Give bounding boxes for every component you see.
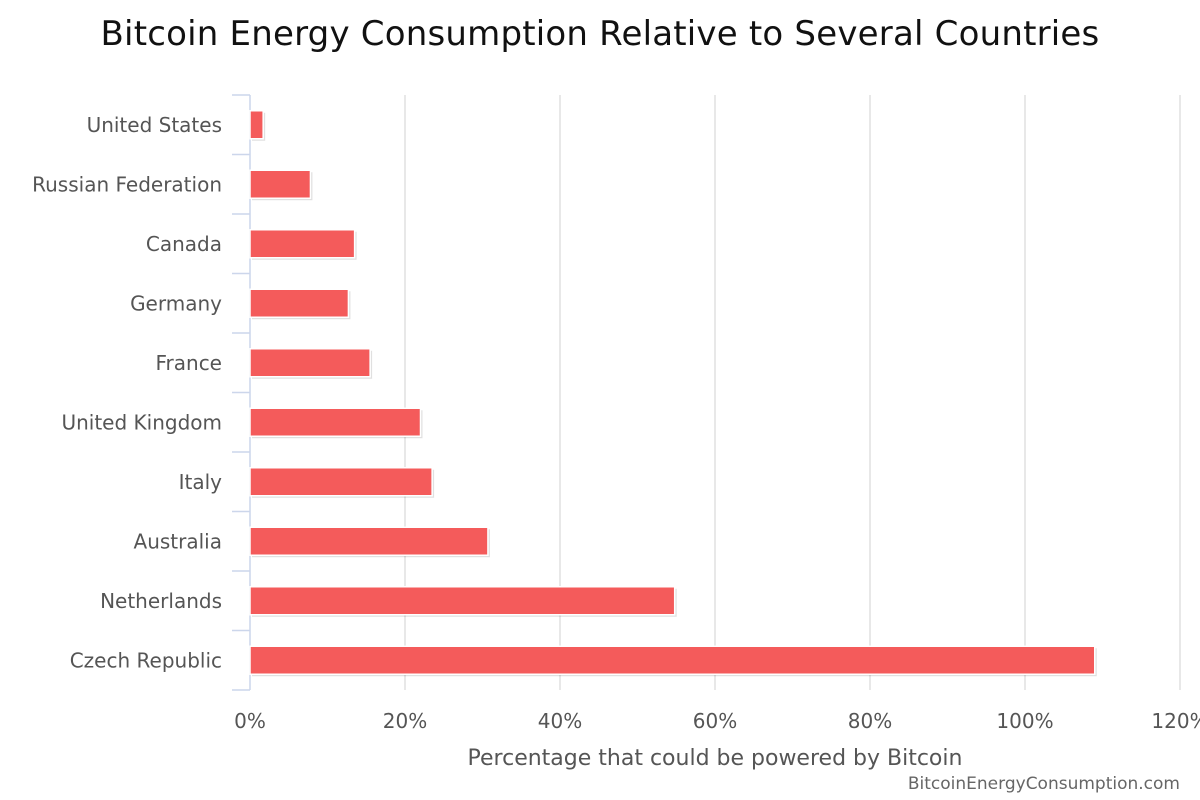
x-tick-label: 40% [538,709,582,733]
bar[interactable] [249,348,371,378]
chart-title: Bitcoin Energy Consumption Relative to S… [100,14,1100,54]
x-tick-label: 80% [848,709,892,733]
bar[interactable] [249,467,433,497]
category-label: Canada [146,232,222,256]
category-label: Germany [130,291,222,315]
x-axis-title: Percentage that could be powered by Bitc… [468,746,963,771]
x-tick-labels: 0% 20% 40% 60% 80% 100% 120% [234,709,1200,733]
category-label: Australia [134,529,222,553]
bar[interactable] [249,110,264,140]
bar[interactable] [249,645,1096,675]
bars [249,110,1097,677]
bar[interactable] [249,526,489,556]
category-label: Russian Federation [32,172,222,196]
gridlines [404,95,1181,690]
bar[interactable] [249,288,350,318]
bar[interactable] [249,229,356,259]
credit-link[interactable]: BitcoinEnergyConsumption.com [907,774,1180,794]
x-tick-label: 120% [1151,709,1200,733]
bar[interactable] [249,586,676,616]
category-label: France [155,351,222,375]
bar[interactable] [249,169,312,199]
x-tick-label: 20% [383,709,427,733]
category-label: Italy [179,470,223,494]
category-label: United States [87,113,222,137]
category-axis [232,94,251,691]
category-label: United Kingdom [61,410,222,434]
category-labels: United States Russian Federation Canada Ger… [32,113,222,673]
bar[interactable] [249,407,422,437]
x-tick-label: 0% [234,709,266,733]
x-tick-label: 100% [996,709,1053,733]
x-tick-label: 60% [693,709,737,733]
category-label: Netherlands [100,589,222,613]
category-label: Czech Republic [70,648,222,672]
